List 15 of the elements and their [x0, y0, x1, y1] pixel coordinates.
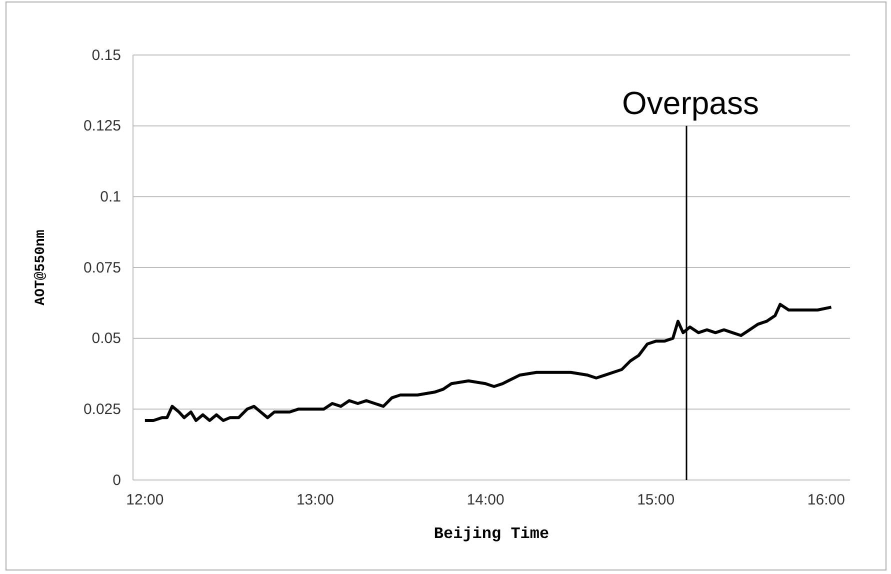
- y-tick-label: 0.15: [92, 46, 121, 64]
- y-tick-label: 0: [112, 472, 121, 489]
- x-tick-label: 13:00: [296, 492, 334, 509]
- y-tick-label: 0.1: [100, 188, 121, 206]
- x-tick-label: 15:00: [637, 492, 675, 509]
- y-tick-label: 0.125: [83, 118, 121, 135]
- x-axis-title: Beijing Time: [434, 525, 550, 543]
- x-tick-label: 14:00: [466, 492, 504, 509]
- y-tick-label: 0.025: [83, 400, 121, 418]
- x-tick-label: 12:00: [126, 492, 164, 509]
- y-axis-title: AOT@550nm: [33, 230, 49, 306]
- x-tick-label: 16:00: [807, 492, 845, 509]
- ref-line-label: Overpass: [622, 84, 759, 121]
- y-tick-label: 0.05: [92, 330, 121, 348]
- y-tick-label: 0.075: [83, 259, 121, 276]
